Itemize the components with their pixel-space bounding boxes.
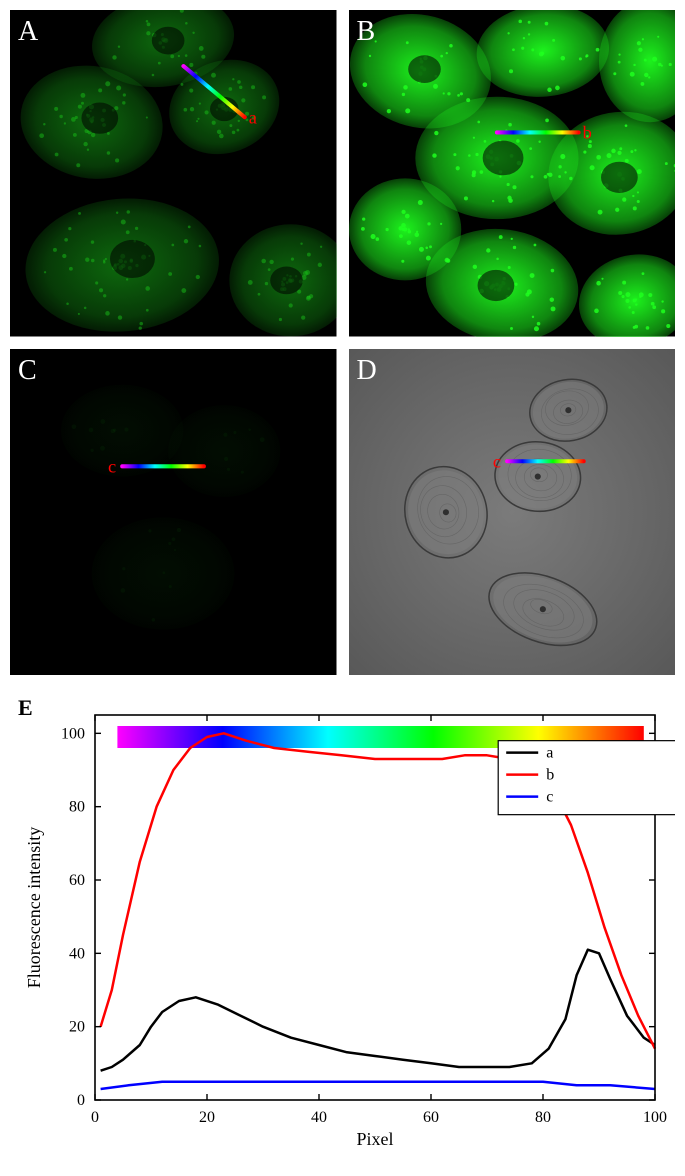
svg-text:c: c [492, 451, 500, 471]
svg-text:a: a [249, 107, 257, 127]
svg-text:Fluorescence intensity: Fluorescence intensity [24, 827, 44, 988]
svg-text:80: 80 [69, 799, 85, 816]
panel-c-letter: C [18, 355, 37, 387]
svg-text:60: 60 [423, 1109, 439, 1126]
panel-b-letter: B [357, 16, 376, 48]
svg-text:c: c [546, 789, 553, 806]
panel-c: c C [10, 349, 337, 676]
panel-a: a A [10, 10, 337, 337]
svg-text:a: a [546, 745, 553, 762]
svg-text:60: 60 [69, 872, 85, 889]
svg-text:c: c [108, 456, 116, 476]
svg-text:Pixel: Pixel [356, 1129, 393, 1149]
chart-panel-e: E 0 20 40 60 80 100 0 20 40 60 80 100 Pixel Fluoresce… [10, 695, 675, 1155]
svg-text:40: 40 [311, 1109, 327, 1126]
panel-d-letter: D [357, 355, 377, 387]
svg-text:20: 20 [199, 1109, 215, 1126]
svg-text:80: 80 [535, 1109, 551, 1126]
microscopy-panel-grid: a A b B c C c D [10, 10, 675, 675]
svg-text:0: 0 [91, 1109, 99, 1126]
svg-text:b: b [582, 123, 591, 143]
panel-d: c D [349, 349, 676, 676]
panel-b: b B [349, 10, 676, 337]
svg-text:40: 40 [69, 945, 85, 962]
svg-text:b: b [546, 767, 554, 784]
svg-text:20: 20 [69, 1019, 85, 1036]
panel-a-letter: A [18, 16, 38, 48]
svg-text:0: 0 [77, 1092, 85, 1109]
svg-text:100: 100 [643, 1109, 667, 1126]
panel-e-letter: E [18, 695, 33, 721]
svg-text:100: 100 [61, 725, 85, 742]
